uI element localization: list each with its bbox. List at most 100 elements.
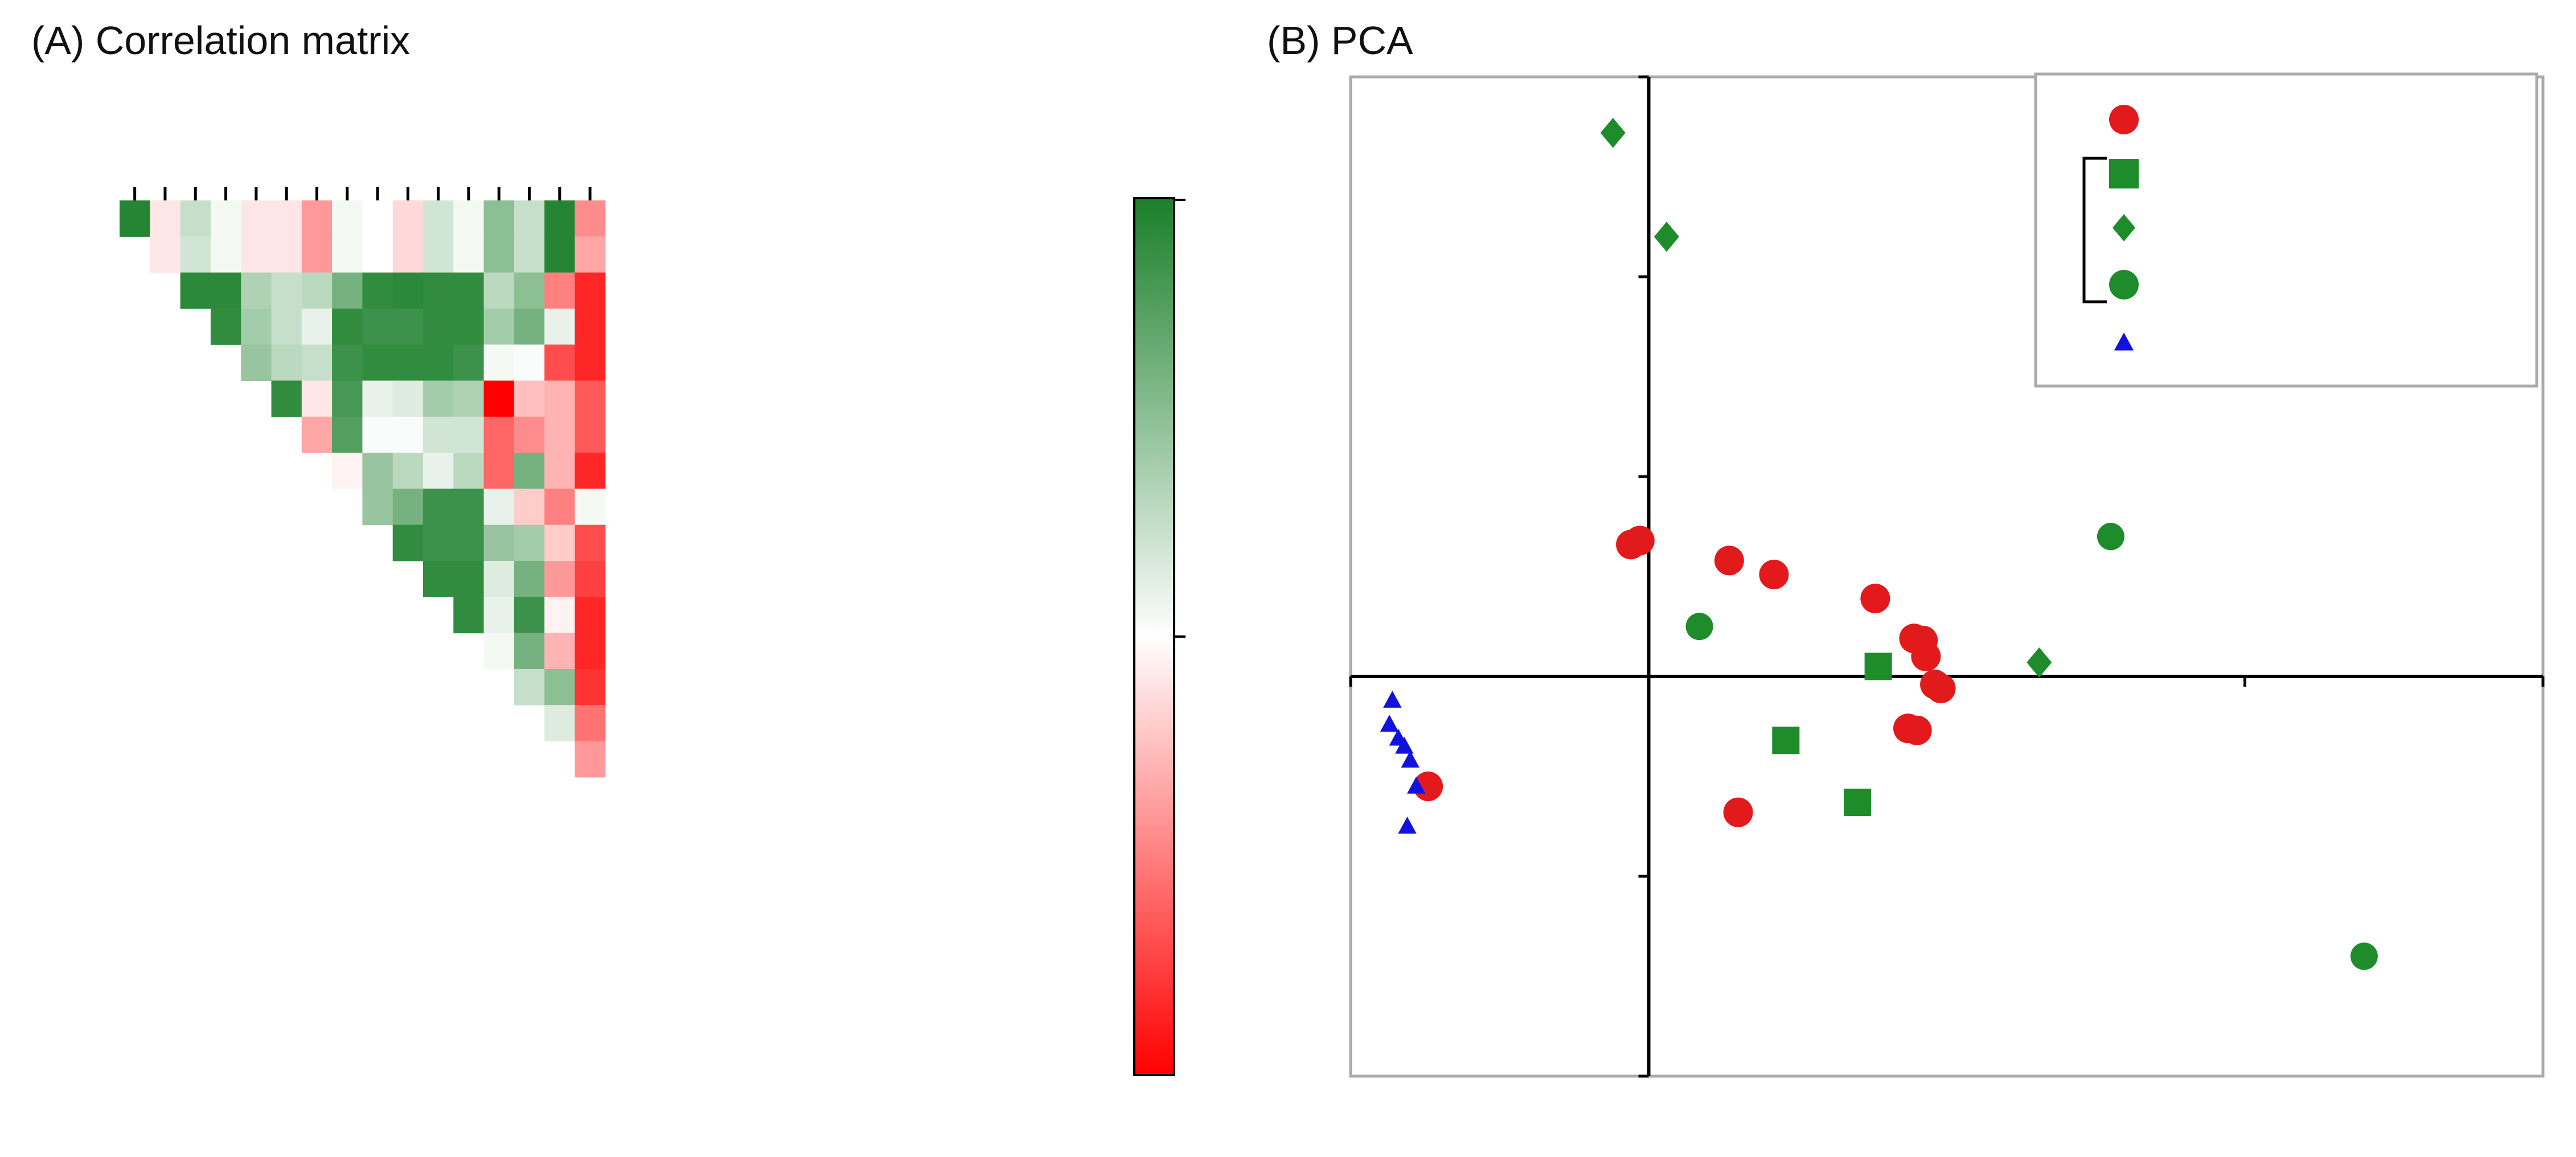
heatmap-cell-5-14 (544, 380, 576, 417)
heatmap-cell-7-8 (362, 453, 393, 489)
heatmap-cell-1-14 (544, 236, 576, 273)
circle-marker (2097, 523, 2124, 551)
heatmap-cell-8-10 (423, 489, 454, 526)
heatmap-cell-9-15 (575, 524, 606, 561)
heatmap-cell-3-10 (423, 308, 454, 345)
heatmap-cell-8-8 (362, 489, 393, 526)
diamond-marker (1654, 221, 1679, 252)
heatmap-cell-6-13 (514, 416, 545, 453)
heatmap-cell-0-12 (483, 200, 515, 237)
pca-scatter (1349, 75, 2545, 1078)
heatmap-cell-10-12 (483, 561, 515, 597)
heatmap-cell-7-9 (392, 453, 424, 489)
heatmap-cell-2-15 (575, 272, 606, 309)
heatmap-cell-3-4 (241, 308, 272, 345)
heatmap-cell-8-15 (575, 489, 606, 526)
circle-marker (1911, 641, 1941, 671)
legend-marker-sjnnv-rgnnv (2109, 270, 2139, 299)
plot-frame (1349, 75, 2545, 1078)
panel-a-title: (A) Correlation matrix (31, 18, 410, 63)
square-marker (1864, 653, 1892, 680)
heatmap-cell-10-13 (514, 561, 545, 597)
heatmap-cell-4-6 (301, 344, 333, 381)
heatmap-cell-4-12 (483, 344, 515, 381)
triangle-marker (1401, 750, 1420, 768)
heatmap-cell-3-5 (271, 308, 302, 345)
heatmap-cell-4-5 (271, 344, 302, 381)
heatmap-cell-8-11 (453, 489, 485, 526)
circle-marker (1413, 772, 1443, 802)
correlation-heatmap (120, 187, 606, 778)
heatmap-cell-13-13 (514, 668, 545, 705)
heatmap-cell-7-10 (423, 453, 454, 489)
heatmap-cell-1-13 (514, 236, 545, 273)
heatmap-cell-2-10 (423, 272, 454, 309)
heatmap-cell-1-15 (575, 236, 606, 273)
pca-legend (2034, 72, 2538, 388)
heatmap-cell-0-2 (180, 200, 211, 237)
heatmap-cell-5-15 (575, 380, 606, 417)
heatmap-cell-5-12 (483, 380, 515, 417)
triangle-marker (1380, 715, 1399, 732)
heatmap-cell-1-7 (332, 236, 363, 273)
heatmap-cell-4-7 (332, 344, 363, 381)
heatmap-cell-2-13 (514, 272, 545, 309)
heatmap-cell-3-8 (362, 308, 393, 345)
heatmap-cell-3-13 (514, 308, 545, 345)
diamond-marker (1600, 117, 1626, 148)
circle-marker (1723, 797, 1753, 827)
heatmap-cell-14-15 (575, 705, 606, 742)
heatmap-cell-0-13 (514, 200, 545, 237)
heatmap-cell-0-0 (120, 200, 150, 237)
circle-marker (1714, 545, 1744, 576)
heatmap-cell-9-10 (423, 524, 454, 561)
heatmap-cell-6-12 (483, 416, 515, 453)
heatmap-cell-5-8 (362, 380, 393, 417)
circle-marker (1616, 530, 1646, 560)
heatmap-cell-0-1 (150, 200, 181, 237)
colorbar (1133, 197, 1186, 1076)
heatmap-cell-13-14 (544, 668, 576, 705)
heatmap-cell-4-14 (544, 344, 576, 381)
heatmap-cell-1-3 (210, 236, 241, 273)
heatmap-cell-10-10 (423, 561, 454, 597)
heatmap-cell-2-7 (332, 272, 363, 309)
heatmap-cell-6-15 (575, 416, 606, 453)
square-marker (1772, 727, 1800, 754)
heatmap-cell-7-11 (453, 453, 485, 489)
heatmap-cell-2-12 (483, 272, 515, 309)
heatmap-cell-3-12 (483, 308, 515, 345)
circle-marker (1685, 613, 1713, 641)
heatmap-cell-15-15 (575, 741, 606, 778)
heatmap-cell-5-7 (332, 380, 363, 417)
circle-marker (2350, 942, 2378, 970)
heatmap-cell-13-15 (575, 668, 606, 705)
heatmap-cell-14-14 (544, 705, 576, 742)
heatmap-cell-9-9 (392, 524, 424, 561)
heatmap-cell-3-9 (392, 308, 424, 345)
heatmap-cell-3-3 (210, 308, 241, 345)
heatmap-cell-2-2 (180, 272, 211, 309)
legend-marker-86-dph (2114, 333, 2134, 351)
heatmap-cell-2-4 (241, 272, 272, 309)
heatmap-cell-5-6 (301, 380, 333, 417)
heatmap-cell-8-12 (483, 489, 515, 526)
heatmap-cell-4-10 (423, 344, 454, 381)
heatmap-cell-3-6 (301, 308, 333, 345)
heatmap-cell-12-14 (544, 633, 576, 670)
heatmap-cell-6-10 (423, 416, 454, 453)
circle-marker (1902, 715, 1932, 745)
heatmap-cell-1-4 (241, 236, 272, 273)
heatmap-cell-11-12 (483, 597, 515, 634)
heatmap-cell-0-11 (453, 200, 485, 237)
heatmap-cell-6-6 (301, 416, 333, 453)
heatmap-cell-7-7 (332, 453, 363, 489)
heatmap-cell-2-14 (544, 272, 576, 309)
legend-marker-rgnnv-sjnnv (2113, 214, 2135, 241)
heatmap-cell-10-15 (575, 561, 606, 597)
heatmap-cell-5-10 (423, 380, 454, 417)
heatmap-cell-2-6 (301, 272, 333, 309)
heatmap-cell-1-5 (271, 236, 302, 273)
heatmap-cell-6-8 (362, 416, 393, 453)
